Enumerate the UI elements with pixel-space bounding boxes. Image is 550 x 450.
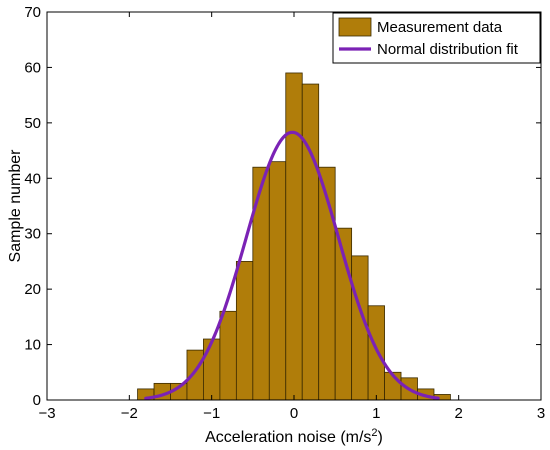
- y-tick-label: 0: [33, 392, 41, 409]
- x-tick-label: 3: [537, 405, 545, 422]
- x-tick-label: −2: [121, 405, 138, 422]
- histogram-bar: [235, 261, 254, 401]
- histogram-bar: [219, 310, 237, 401]
- histogram-bar: [186, 349, 204, 401]
- histogram-bar: [203, 338, 221, 401]
- y-tick-label: 20: [24, 281, 41, 298]
- x-tick-label: 1: [372, 405, 380, 422]
- y-tick-label: 60: [24, 59, 41, 76]
- normal-fit-line: [144, 130, 440, 400]
- histogram-bar: [367, 305, 385, 401]
- x-tick-label: −1: [203, 405, 220, 422]
- legend-swatch-measurement: [338, 17, 372, 37]
- x-tick-label: −3: [38, 405, 55, 422]
- y-tick-label: 70: [24, 4, 41, 21]
- x-axis-title: Acceleration noise (m/s2): [205, 427, 383, 446]
- y-tick-label: 30: [24, 226, 41, 243]
- legend-label-measurement: Measurement data: [377, 19, 503, 36]
- histogram-bar: [285, 72, 303, 401]
- histogram-bar: [268, 161, 287, 401]
- x-tick-label: 2: [454, 405, 462, 422]
- y-tick-label: 10: [24, 337, 41, 354]
- y-axis-title: Sample number: [7, 149, 24, 263]
- y-tick-label: 40: [24, 170, 41, 187]
- x-tick-label: 0: [290, 405, 298, 422]
- y-tick-label: 50: [24, 115, 41, 132]
- legend-label-fit: Normal distribution fit: [377, 41, 519, 58]
- histogram-bar: [301, 83, 320, 401]
